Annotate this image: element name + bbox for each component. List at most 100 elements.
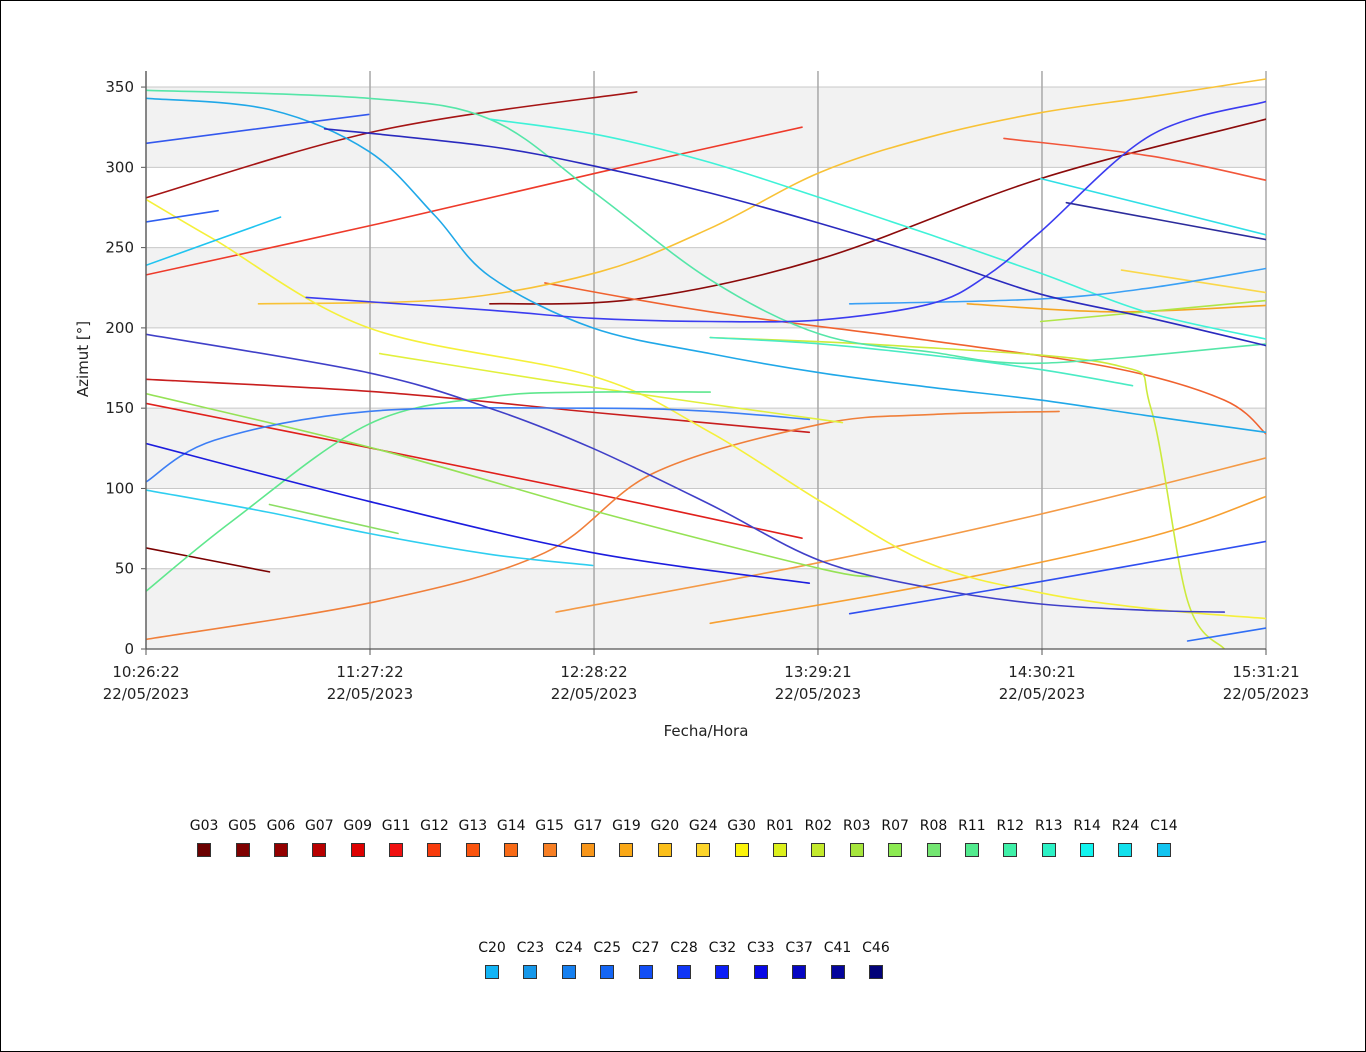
legend-item-g12[interactable]: G12	[415, 816, 453, 857]
legend-swatch	[1041, 843, 1056, 857]
series-line-c28	[848, 540, 1266, 615]
legend-swatch	[600, 965, 615, 979]
axes	[145, 71, 1266, 650]
legend-label: C46	[862, 940, 890, 956]
legend-swatch	[849, 843, 864, 857]
x-tick-time: 14:30:21	[1008, 663, 1075, 681]
legend-label: G20	[650, 818, 680, 834]
legend-item-g15[interactable]: G15	[530, 816, 568, 857]
legend-swatch	[389, 843, 404, 857]
legend-item-r11[interactable]: R11	[953, 816, 991, 857]
legend-row-1: G03 G05 G06 G07 G09 G11 G12 G13 G14 G15 G17 G19 G20 G…	[1, 816, 1366, 857]
legend-item-g13[interactable]: G13	[454, 816, 492, 857]
legend-item-r03[interactable]: R03	[838, 816, 876, 857]
legend-item-c14[interactable]: C14	[1145, 816, 1183, 857]
x-tick-date: 22/05/2023	[103, 685, 189, 703]
azimuth-chart: 0 50 100 150 200 250 300 350 10:26:22 22/05/2023…	[74, 71, 1309, 740]
series-line-g09	[146, 402, 803, 539]
y-tick-label: 300	[105, 158, 134, 176]
plot-band	[146, 408, 1266, 489]
legend-item-g30[interactable]: G30	[722, 816, 760, 857]
legend-item-c28[interactable]: C28	[665, 938, 703, 979]
legend-swatch	[964, 843, 979, 857]
legend-item-c33[interactable]: C33	[742, 938, 780, 979]
x-tick-date: 22/05/2023	[999, 685, 1085, 703]
legend-item-r07[interactable]: R07	[876, 816, 914, 857]
legend-swatch	[504, 843, 519, 857]
legend-swatch	[715, 965, 730, 979]
legend-item-c20[interactable]: C20	[473, 938, 511, 979]
series-line-r03	[1039, 299, 1266, 323]
series-line-r11	[146, 390, 711, 592]
legend-label: C23	[516, 940, 545, 956]
legend-item-r12[interactable]: R12	[991, 816, 1029, 857]
legend-item-c41[interactable]: C41	[818, 938, 856, 979]
legend-label: G30	[727, 818, 756, 834]
legend-label: R08	[919, 818, 948, 834]
legend-swatch	[312, 843, 327, 857]
legend-swatch	[485, 965, 500, 979]
legend-swatch	[523, 965, 538, 979]
legend-item-r08[interactable]: R08	[914, 816, 952, 857]
series-line-c27	[146, 113, 370, 145]
legend-item-g03[interactable]: G03	[185, 816, 223, 857]
legend-item-r24[interactable]: R24	[1106, 816, 1144, 857]
legend-item-c27[interactable]: C27	[626, 938, 664, 979]
legend-swatch	[657, 843, 672, 857]
series-line-c20	[146, 216, 282, 267]
x-tick-date: 22/05/2023	[775, 685, 861, 703]
legend-item-c25[interactable]: C25	[588, 938, 626, 979]
legend-swatch	[811, 843, 826, 857]
legend-item-g11[interactable]: G11	[377, 816, 415, 857]
legend-item-g06[interactable]: G06	[262, 816, 300, 857]
legend-item-g05[interactable]: G05	[223, 816, 261, 857]
legend-item-r02[interactable]: R02	[799, 816, 837, 857]
y-tick-label: 50	[115, 560, 134, 578]
series-line-r13	[709, 336, 1134, 387]
legend-item-g24[interactable]: G24	[684, 816, 722, 857]
legend-item-c46[interactable]: C46	[857, 938, 895, 979]
legend-swatch	[926, 843, 941, 857]
legend-swatch	[868, 965, 883, 979]
legend-label: G17	[573, 818, 603, 834]
legend-label: C24	[555, 940, 583, 956]
series-line-c14	[146, 489, 594, 567]
legend-item-g19[interactable]: G19	[607, 816, 645, 857]
series-line-g06	[146, 91, 638, 199]
legend-swatch	[638, 965, 653, 979]
legend-item-c32[interactable]: C32	[703, 938, 741, 979]
legend-item-g07[interactable]: G07	[300, 816, 338, 857]
series-line-unlabeled	[146, 209, 219, 223]
x-tick-time: 15:31:21	[1232, 663, 1299, 681]
legend-label: R24	[1111, 818, 1140, 834]
legend-item-r13[interactable]: R13	[1030, 816, 1068, 857]
legend-item-r01[interactable]: R01	[761, 816, 799, 857]
series-line-g20	[257, 78, 1266, 305]
series-line-g12	[1003, 137, 1266, 181]
series-line-g17	[709, 495, 1266, 625]
legend-swatch	[753, 965, 768, 979]
legend-swatch	[696, 843, 711, 857]
legend-item-g17[interactable]: G17	[569, 816, 607, 857]
legend-item-r14[interactable]: R14	[1068, 816, 1106, 857]
grid-lines	[141, 71, 1267, 655]
legend-item-g14[interactable]: G14	[492, 816, 530, 857]
legend-swatch	[830, 965, 845, 979]
legend-item-g20[interactable]: G20	[646, 816, 684, 857]
series-line-unlabeled	[1186, 627, 1266, 642]
legend-swatch	[350, 843, 365, 857]
legend-item-c23[interactable]: C23	[511, 938, 549, 979]
legend-item-g09[interactable]: G09	[338, 816, 376, 857]
legend-item-c24[interactable]: C24	[550, 938, 588, 979]
series-line-c33	[146, 442, 811, 584]
legend-swatch	[1156, 843, 1171, 857]
y-tick-labels: 0 50 100 150 200 250 300 350	[105, 78, 134, 658]
legend-item-c37[interactable]: C37	[780, 938, 818, 979]
series-line-c32	[305, 100, 1266, 323]
legend-swatch	[734, 843, 749, 857]
legend-swatch	[273, 843, 288, 857]
legend-label: C14	[1150, 818, 1178, 834]
legend-swatch	[235, 843, 250, 857]
legend-swatch	[792, 965, 807, 979]
